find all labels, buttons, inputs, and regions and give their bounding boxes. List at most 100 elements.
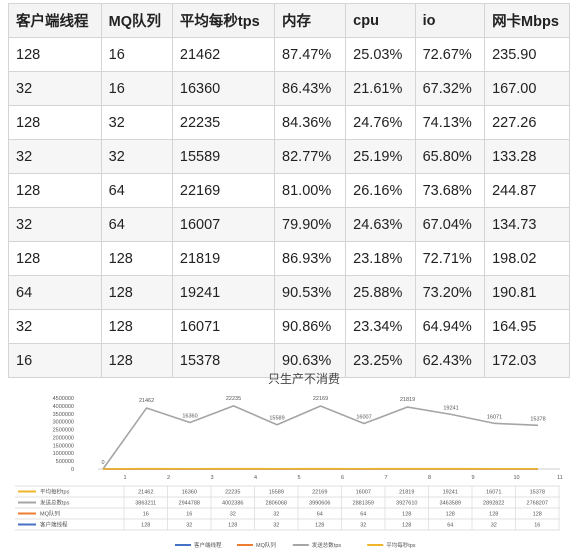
data-table-cell: 16360 (182, 490, 197, 496)
data-table-cell: 16 (534, 523, 540, 529)
table-cell: 32 (8, 309, 102, 344)
line-chart: 只生产不消费 4500000 4000000 3500000 3000000 25000… (0, 364, 570, 554)
table-cell: 21.61% (345, 71, 416, 106)
table-cell: 227.26 (484, 105, 570, 140)
table-cell: 128 (100, 309, 173, 344)
chart-title: 只生产不消费 (268, 372, 340, 386)
data-table-cell: 32 (230, 512, 236, 518)
table-cell: 15589 (171, 139, 276, 174)
data-label: 21462 (139, 398, 154, 404)
x-tick-label: 8 (428, 475, 431, 481)
y-tick-label: 2500000 (53, 428, 74, 434)
data-table-cell: 128 (315, 523, 324, 529)
data-table-cell: 21462 (138, 490, 153, 496)
data-table-cell: 32 (273, 512, 279, 518)
legend-label: 平均每秒tps (386, 541, 416, 549)
data-table-cell: 3927610 (396, 501, 417, 507)
table-row: 32 32 15589 82.77% 25.19% 65.80% 133.28 (8, 139, 570, 174)
data-table-cell: 4002386 (222, 501, 243, 507)
table-cell: 128 (100, 275, 173, 310)
x-tick-label: 2 (167, 475, 170, 481)
x-tick-label: 3 (210, 475, 213, 481)
data-table-cell: 2892822 (483, 501, 504, 507)
column-header: MQ队列 (100, 3, 173, 38)
data-table-cell: 3990606 (309, 501, 330, 507)
table-row: 32 128 16071 90.86% 23.34% 64.94% 164.95 (8, 309, 570, 344)
y-tick-label: 4500000 (53, 396, 74, 402)
table-row: 32 16 16360 86.43% 21.61% 67.32% 167.00 (8, 71, 570, 106)
column-header: 客户端线程 (8, 3, 102, 38)
table-cell: 16 (8, 343, 102, 378)
table-cell: 87.47% (274, 37, 347, 72)
column-header: cpu (345, 3, 416, 38)
y-tick-label: 1000000 (53, 451, 74, 457)
data-table-series-name: MQ队列 (40, 510, 60, 518)
data-table-series-name: 客户端线程 (40, 521, 68, 529)
table-cell: 21819 (171, 241, 276, 276)
table-cell: 73.68% (414, 173, 486, 208)
table-row: 16 128 15378 90.63% 23.25% 62.43% 172.03 (8, 343, 570, 378)
data-table-cell: 128 (533, 512, 542, 518)
data-table-cell: 15589 (269, 490, 284, 496)
table-cell: 25.19% (345, 139, 416, 174)
table-cell: 167.00 (484, 71, 570, 106)
table-cell: 190.81 (484, 275, 570, 310)
table-cell: 198.02 (484, 241, 570, 276)
table-cell: 32 (100, 139, 173, 174)
table-cell: 23.25% (345, 343, 416, 378)
column-header: 网卡Mbps (484, 3, 570, 38)
table-cell: 86.43% (274, 71, 347, 106)
table-cell: 128 (8, 105, 102, 140)
data-table-cell: 2806068 (266, 501, 287, 507)
table-cell: 62.43% (414, 343, 486, 378)
data-label: 16360 (182, 414, 197, 420)
data-table-cell: 3463589 (440, 501, 461, 507)
data-label: 22235 (226, 396, 241, 402)
data-table-cell: 22235 (225, 490, 240, 496)
table-cell: 64 (100, 207, 173, 242)
table-cell: 74.13% (414, 105, 486, 140)
table-cell: 32 (8, 207, 102, 242)
table-cell: 32 (8, 71, 102, 106)
table-cell: 32 (100, 105, 173, 140)
table-cell: 128 (100, 343, 173, 378)
data-table-cell: 32 (360, 523, 366, 529)
table-cell: 79.90% (274, 207, 347, 242)
data-table-cell: 32 (491, 523, 497, 529)
table-cell: 21462 (171, 37, 276, 72)
data-table-cell: 2881359 (353, 501, 374, 507)
table-cell: 65.80% (414, 139, 486, 174)
column-header: 内存 (274, 3, 347, 38)
data-table-cell: 32 (273, 523, 279, 529)
table-cell: 64.94% (414, 309, 486, 344)
data-table-cell: 128 (141, 523, 150, 529)
table-body: 128 16 21462 87.47% 25.03% 72.67% 235.90 32 16 16… (8, 37, 570, 378)
table-cell: 16007 (171, 207, 276, 242)
table-cell: 134.73 (484, 207, 570, 242)
data-table-cell: 128 (489, 512, 498, 518)
data-table-cell: 128 (228, 523, 237, 529)
x-tick-label: 9 (471, 475, 474, 481)
x-tick-label: 10 (513, 475, 519, 481)
data-table-cell: 3863211 (135, 501, 156, 507)
table-cell: 133.28 (484, 139, 570, 174)
table-cell: 23.34% (345, 309, 416, 344)
data-label: 15378 (530, 416, 545, 422)
data-table-cell: 16 (143, 512, 149, 518)
data-table-cell: 16007 (356, 490, 371, 496)
table-cell: 64 (100, 173, 173, 208)
data-table-cell: 64 (360, 512, 366, 518)
table-row: 64 128 19241 90.53% 25.88% 73.20% 190.81 (8, 275, 570, 310)
performance-table: 客户端线程 MQ队列 平均每秒tps 内存 cpu io 网卡Mbps 128 16 21462… (8, 3, 570, 378)
data-table-cell: 2768207 (527, 501, 548, 507)
table-cell: 128 (100, 241, 173, 276)
table-cell: 22169 (171, 173, 276, 208)
data-table-cell: 64 (317, 512, 323, 518)
y-tick-label: 3000000 (53, 420, 74, 426)
chart-svg: 只生产不消费 450000040000003500000300000025000… (15, 372, 563, 549)
data-table-cell: 128 (446, 512, 455, 518)
table-cell: 67.04% (414, 207, 486, 242)
table-cell: 244.87 (484, 173, 570, 208)
table-cell: 84.36% (274, 105, 347, 140)
table-cell: 172.03 (484, 343, 570, 378)
